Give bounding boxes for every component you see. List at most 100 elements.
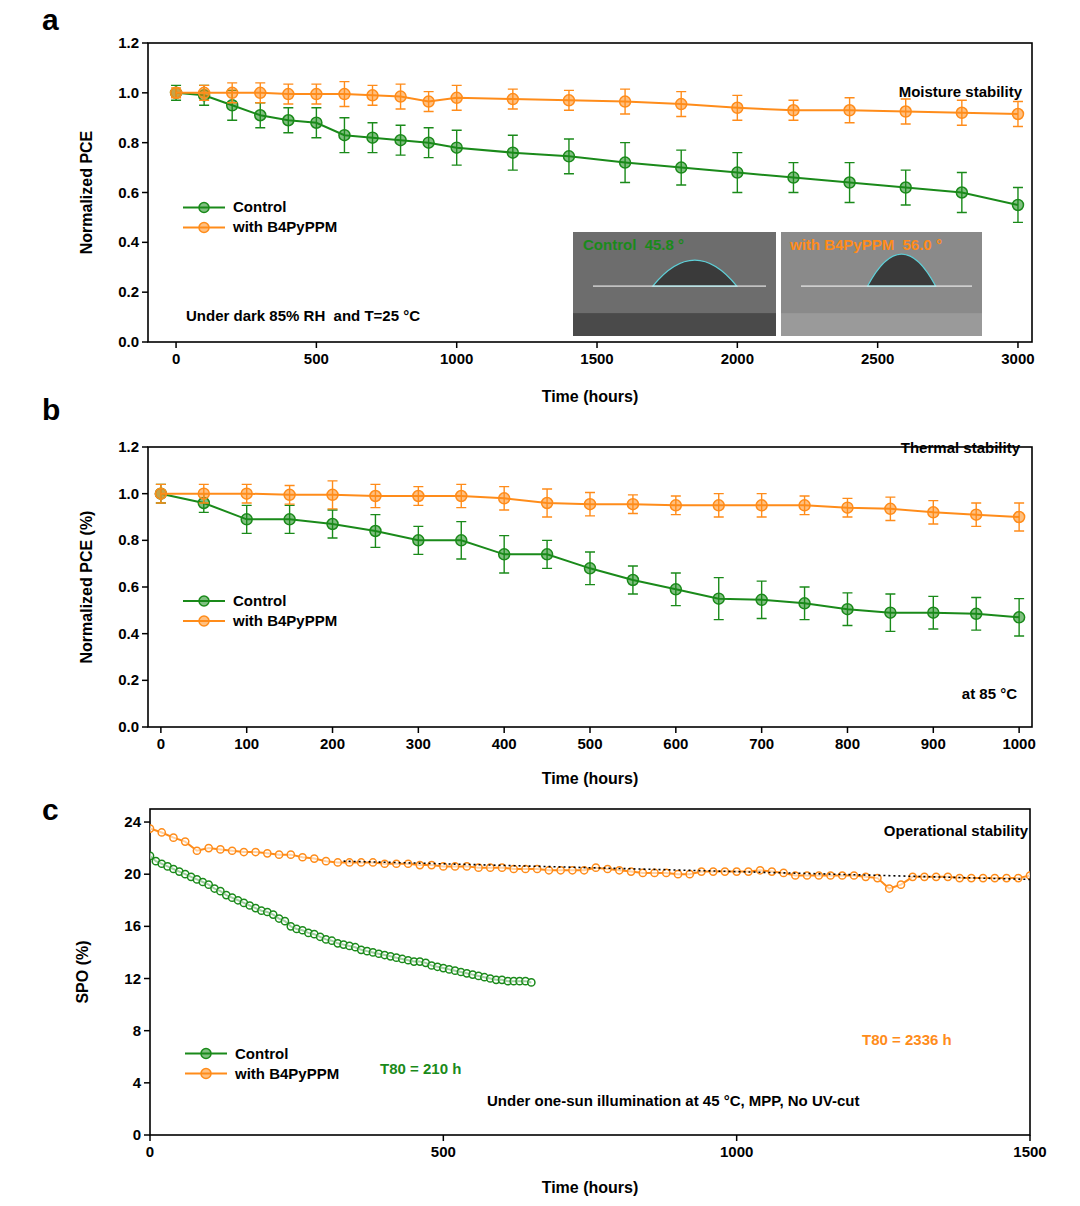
error-bar [788,163,798,193]
data-point [620,157,631,168]
x-tick [149,1135,151,1141]
y-tick [144,926,150,928]
annotation: T80 = 2336 h [862,1031,952,1048]
y-tick [142,633,148,635]
x-tick-label: 1000 [720,1143,753,1160]
data-area [155,481,1024,636]
data-point [862,873,869,880]
x-tick [736,1135,738,1141]
x-tick-label: 500 [304,350,329,367]
data-point [284,489,295,500]
error-bar [242,484,252,503]
y-tick-label: 1.0 [118,485,139,502]
data-point [339,89,350,100]
data-point [499,549,510,560]
legend-label: with B4PyPPM [234,1065,339,1082]
error-bar [714,578,724,620]
data-point [732,102,743,113]
x-tick-label: 800 [835,735,860,752]
data-point [557,867,564,874]
error-bar [1013,102,1023,127]
error-bar [452,130,462,165]
data-point [745,868,752,875]
y-tick [142,92,148,94]
legend-label: Control [233,592,286,609]
error-bar [676,150,686,185]
data-point [241,514,252,525]
error-bar [199,85,209,100]
x-tick [596,342,598,348]
y-tick-label: 1.0 [118,84,139,101]
error-bar [1014,599,1024,636]
error-bar [328,510,338,538]
error-bar [285,486,295,505]
data-point [170,834,177,841]
data-point [158,829,165,836]
x-axis-label: Time (hours) [542,388,639,405]
annotation: Moisture stability [899,83,1023,100]
data-point [1026,872,1030,879]
error-bar [901,99,911,124]
data-point [198,488,209,499]
error-bar [255,83,265,103]
data-point [732,167,743,178]
baseline [593,286,766,287]
data-point [842,604,853,615]
data-point [405,860,412,867]
error-bar [757,494,767,517]
data-point [456,535,467,546]
data-point [788,172,799,183]
data-point [886,885,893,892]
error-bar [370,515,380,548]
data-point [339,130,350,141]
data-point [327,489,338,500]
x-tick [1029,1135,1031,1141]
x-tick-label: 1000 [1002,735,1035,752]
data-point [395,135,406,146]
x-tick [175,342,177,348]
data-point [322,858,329,865]
x-tick [456,342,458,348]
series-line [150,856,531,982]
data-point [698,868,705,875]
legend-marker [199,596,209,606]
error-bar [676,92,686,117]
data-point [627,499,638,510]
error-bar [368,123,378,153]
data-point [346,859,353,866]
data-point [299,854,306,861]
y-tick [142,192,148,194]
error-bar [339,118,349,153]
data-point [979,875,986,882]
y-tick [142,242,148,244]
data-point [370,491,381,502]
error-bar [671,573,681,606]
data-point [971,608,982,619]
inset-photo [781,232,982,336]
legend-label: Control [235,1045,288,1062]
data-point [842,502,853,513]
data-point [756,500,767,511]
data-point [155,488,166,499]
error-bar [1014,503,1024,531]
error-bar [671,496,681,515]
x-tick-label: 0 [146,1143,154,1160]
data-point [900,106,911,117]
data-point [381,860,388,867]
data-point [475,864,482,871]
y-tick-label: 0.2 [118,671,139,688]
data-point [542,498,553,509]
error-bar [255,103,265,128]
data-point [827,872,834,879]
error-bar [199,85,209,105]
data-point [367,90,378,101]
data-point [327,519,338,530]
x-tick [418,727,420,733]
data-point [1012,199,1023,210]
series-line [176,93,1018,205]
error-bar [396,84,406,109]
data-point [585,563,596,574]
data-point [713,593,724,604]
error-bar [564,139,574,174]
error-bar [957,100,967,125]
